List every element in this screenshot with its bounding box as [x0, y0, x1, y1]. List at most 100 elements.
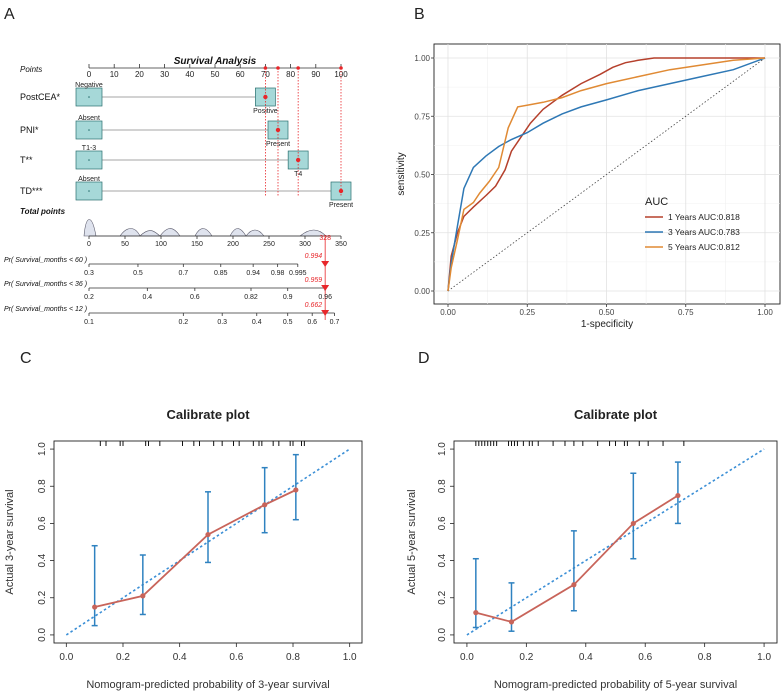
roc-tick-label-y: 0.75 — [414, 112, 430, 121]
selected-level-marker — [263, 94, 268, 100]
roc-series-line — [447, 57, 766, 292]
cal-3yr-ideal-line — [65, 448, 351, 636]
calibration-panel-3yr: Calibrate plot 0.0 0.0 0.2 0.2 0.4 0.4 0.6 0.6 0.… — [4, 407, 363, 691]
survival-scale-tick-label: 0.96 — [318, 294, 332, 301]
cal-5yr-x-axis-label: Nomogram-predicted probability of 5-year… — [494, 679, 737, 691]
survival-result-marker — [321, 285, 330, 291]
survival-scale-tick-label: 0.82 — [244, 294, 258, 301]
survival-result-marker — [321, 261, 330, 267]
survival-scale-tick-label: 0.4 — [252, 319, 262, 326]
roc-legend-entry: 1 Years AUC:0.818 — [668, 212, 740, 222]
survival-scale-tick-label: 0.5 — [133, 270, 143, 277]
cal-5yr-tick-label-x: 0.2 — [519, 652, 533, 663]
cal-3yr-tick-label-x: 0.4 — [173, 652, 187, 663]
roc-tick-label-y: 1.00 — [414, 54, 430, 63]
roc-tick-label-x: 0.75 — [678, 308, 694, 317]
points-label: Points — [20, 65, 42, 74]
survival-scale-label: Pr( Survival_months < 60 ) — [4, 257, 87, 264]
level-label-low: Negative — [75, 82, 103, 89]
cal-5yr-calibration-line — [475, 494, 679, 623]
points-axis-marker — [276, 66, 280, 70]
total-points-density — [83, 219, 331, 237]
level-label-low: T1-3 — [82, 145, 97, 152]
variable-label: PNI* — [20, 125, 39, 135]
roc-tick-label-y: 0.00 — [414, 287, 430, 296]
survival-scale-label: Pr( Survival_months < 36 ) — [4, 281, 87, 288]
selected-level-marker — [295, 157, 301, 163]
survival-scale-tick-label: 0.6 — [190, 294, 200, 301]
points-tick-label: 40 — [185, 70, 194, 79]
cal-3yr-tick-label-y: 0.8 — [37, 479, 48, 493]
total-points-tick-label: 100 — [155, 241, 167, 248]
cal-5yr-tick-label-x: 0.4 — [579, 652, 593, 663]
points-tick-label: 90 — [311, 70, 320, 79]
survival-scale-tick-label: 0.94 — [246, 270, 260, 277]
level-label-high: Present — [329, 202, 353, 209]
panel-label-a: A — [4, 6, 15, 23]
total-points-tick-label: 0 — [87, 241, 91, 248]
cal-3yr-tick-label-x: 1.0 — [343, 652, 357, 663]
survival-scale-tick-label: 0.98 — [271, 270, 285, 277]
survival-scale-tick-label: 0.6 — [307, 319, 317, 326]
points-tick-label: 20 — [135, 70, 144, 79]
cal-5yr-tick-label-y: 0.2 — [437, 590, 448, 604]
survival-scale-tick-label: 0.7 — [178, 270, 188, 277]
level-dot-low — [88, 159, 90, 161]
total-points-tick-label: 50 — [121, 241, 129, 248]
cal-3yr-title: Calibrate plot — [166, 407, 250, 422]
variable-label: T** — [20, 155, 33, 165]
panel-label-b: B — [414, 6, 425, 23]
survival-scale-tick-label: 0.7 — [330, 319, 340, 326]
roc-tick-label-y: 0.25 — [414, 229, 430, 238]
cal-5yr-tick-label-y: 1.0 — [437, 442, 448, 456]
points-tick-label: 60 — [236, 70, 245, 79]
cal-5yr-tick-label-y: 0.6 — [437, 516, 448, 530]
cal-5yr-tick-label-x: 1.0 — [757, 652, 771, 663]
roc-legend-title: AUC — [645, 196, 668, 208]
cal-5yr-calibration-point — [473, 610, 479, 616]
level-label-low: Absent — [78, 176, 100, 183]
level-label-low: Absent — [78, 115, 100, 122]
cal-5yr-calibration-point — [508, 619, 515, 625]
survival-scale-tick-label: 0.9 — [283, 294, 293, 301]
survival-scale-tick-label: 0.2 — [84, 294, 94, 301]
survival-scale-tick-label: 0.5 — [283, 319, 293, 326]
cal-3yr-tick-label-y: 1.0 — [37, 442, 48, 456]
cal-5yr-tick-label-y: 0.0 — [437, 628, 448, 642]
cal-5yr-tick-label-x: 0.8 — [698, 652, 712, 663]
roc-panel: 0.00 0.00 0.25 0.25 0.50 0.50 0.75 0.75 1.00 1.00… — [396, 43, 781, 330]
total-points-label: Total points — [20, 207, 66, 216]
roc-tick-label-x: 0.25 — [519, 308, 535, 317]
survival-scale-tick-label: 0.3 — [84, 270, 94, 277]
cal-3yr-tick-label-y: 0.0 — [37, 628, 48, 642]
survival-result-marker — [321, 310, 330, 316]
cal-5yr-tick-label-x: 0.0 — [460, 652, 474, 663]
cal-5yr-tick-label-y: 0.8 — [437, 479, 448, 493]
panel-label-c: C — [20, 350, 32, 367]
cal-3yr-x-axis-label: Nomogram-predicted probability of 3-year… — [86, 679, 329, 691]
cal-3yr-calibration-point — [293, 487, 299, 493]
roc-series-line — [447, 57, 766, 292]
cal-3yr-tick-label-x: 0.8 — [286, 652, 300, 663]
selected-level-marker — [275, 127, 281, 133]
points-tick-label: 50 — [211, 70, 220, 79]
total-points-tick-label: 200 — [227, 241, 239, 248]
points-tick-label: 10 — [110, 70, 119, 79]
cal-5yr-calibration-point — [571, 582, 577, 588]
level-dot-low — [88, 96, 90, 98]
survival-result-value: 0.959 — [305, 277, 323, 284]
cal-5yr-calibration-point — [630, 520, 636, 527]
cal-3yr-tick-label-x: 0.0 — [59, 652, 73, 663]
points-axis-marker — [296, 66, 300, 70]
panel-label-d: D — [418, 350, 430, 367]
roc-y-axis-label: sensitivity — [396, 152, 407, 195]
variable-label: PostCEA* — [20, 92, 61, 102]
cal-3yr-tick-label-y: 0.4 — [37, 553, 48, 567]
cal-3yr-calibration-point — [92, 604, 98, 610]
cal-5yr-tick-label-x: 0.6 — [638, 652, 652, 663]
cal-5yr-y-axis-label: Actual 5-year survival — [406, 489, 418, 594]
cal-3yr-y-axis-label: Actual 3-year survival — [4, 489, 16, 594]
survival-scale-tick-label: 0.2 — [178, 319, 188, 326]
